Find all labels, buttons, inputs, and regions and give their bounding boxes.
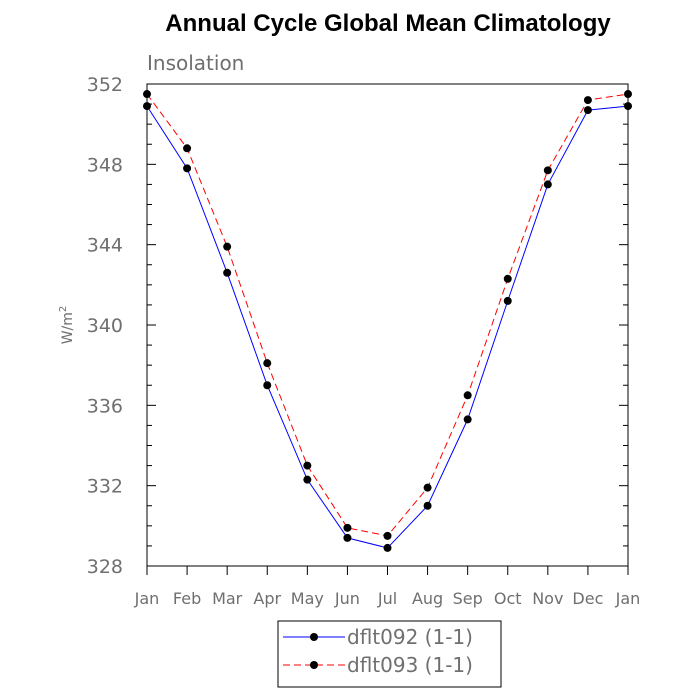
legend-marker-2 — [310, 661, 318, 669]
series-group — [143, 90, 632, 552]
series-2-point — [223, 242, 232, 251]
x-tick-label: Jul — [377, 589, 397, 608]
chart-title: Annual Cycle Global Mean Climatology — [165, 10, 611, 37]
x-tick-label: Jan — [615, 589, 641, 608]
series-1-point — [423, 501, 432, 510]
y-tick-label: 332 — [87, 476, 123, 498]
series-2-point — [583, 96, 592, 105]
series-1-point — [223, 268, 232, 277]
y-tick-label: 340 — [87, 315, 123, 337]
y-tick-label: 344 — [87, 235, 123, 257]
chart-subtitle: Insolation — [147, 51, 244, 75]
legend-box — [277, 620, 502, 688]
y-tick-label: 328 — [87, 556, 123, 578]
series-2-point — [263, 359, 272, 368]
plot-area — [146, 83, 629, 575]
x-tick-label: May — [291, 589, 324, 608]
series-2-point — [543, 166, 552, 175]
series-1-point — [303, 475, 312, 484]
series-2-point — [503, 274, 512, 283]
x-tick-label: Feb — [173, 589, 201, 608]
y-axis-label-superscript: 2 — [58, 306, 69, 312]
x-tick-label: Mar — [212, 589, 243, 608]
series-1-point — [463, 415, 472, 424]
series-2-point — [143, 90, 151, 99]
y-tick-label: 348 — [87, 154, 123, 176]
x-tick-label: Jan — [134, 589, 160, 608]
x-tick-label: Nov — [532, 589, 563, 608]
series-2-point — [183, 144, 192, 153]
series-1-point — [624, 102, 632, 111]
series-1-point — [583, 106, 592, 115]
series-1-point — [263, 381, 272, 390]
legend: dflt092 (1-1) dflt093 (1-1) — [277, 620, 502, 688]
series-line-1 — [146, 105, 629, 549]
legend-marker-1 — [310, 633, 318, 641]
x-tick-label: Aug — [412, 589, 443, 608]
legend-items: dflt092 (1-1) dflt093 (1-1) — [283, 625, 473, 677]
y-tick-label: 336 — [87, 395, 123, 417]
series-2-point — [343, 523, 352, 532]
x-tick-label: Oct — [494, 589, 522, 608]
series-2-point — [624, 90, 632, 99]
series-2-point — [463, 391, 472, 400]
y-tick-labels: 328 332 336 340 344 348 352 — [87, 74, 123, 578]
y-tick-label: 352 — [87, 74, 123, 96]
series-1-point — [143, 102, 151, 111]
series-2-point — [383, 531, 392, 540]
x-tick-label: Apr — [253, 589, 281, 608]
series-2-point — [303, 461, 312, 470]
x-tick-label: Sep — [453, 589, 483, 608]
x-tick-labels: Jan Feb Mar Apr May Jun Jul Aug Sep Oct Nov Dec Jan — [134, 589, 641, 608]
legend-label-1: dflt092 (1-1) — [347, 625, 473, 649]
series-1-point — [543, 180, 552, 189]
x-tick-label: Jun — [334, 589, 360, 608]
series-2-point — [423, 483, 432, 492]
y-axis-label: W/m2 — [58, 306, 76, 345]
x-tick-label: Dec — [572, 589, 603, 608]
series-1-point — [343, 533, 352, 542]
series-1-point — [183, 164, 192, 173]
y-axis-label-unit: W/m — [60, 312, 76, 344]
series-1-point — [503, 296, 512, 305]
series-1-point — [383, 543, 392, 552]
series-line-2 — [146, 93, 629, 537]
legend-label-2: dflt093 (1-1) — [347, 653, 473, 677]
